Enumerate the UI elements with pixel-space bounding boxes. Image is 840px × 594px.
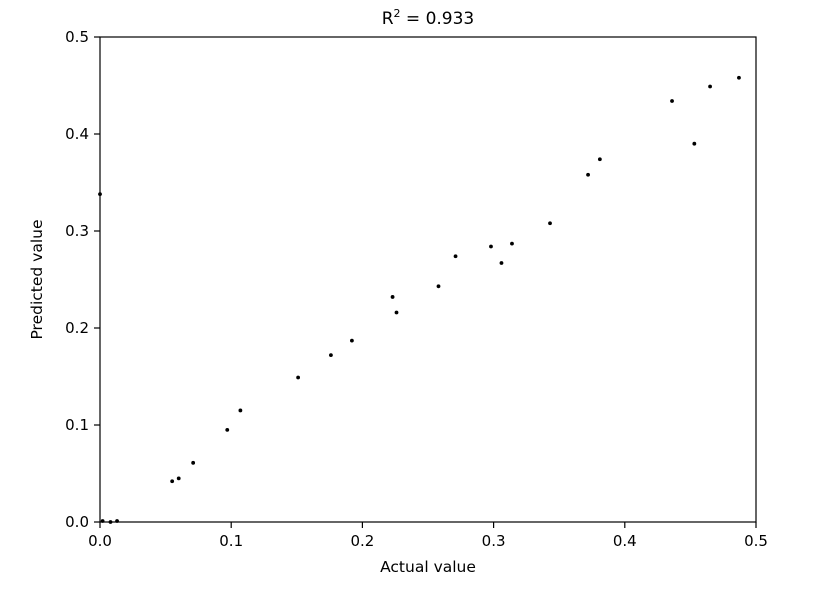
axes-spines	[99, 36, 757, 523]
x-axis-label: Actual value	[380, 558, 476, 576]
chart-title: R2 = 0.933	[382, 7, 475, 29]
x-tick-label: 0.1	[219, 532, 243, 550]
data-point	[548, 221, 552, 226]
data-point	[489, 244, 493, 249]
y-tick-label: 0.0	[65, 513, 89, 531]
data-point	[176, 476, 181, 481]
data-point	[238, 408, 243, 413]
data-point	[597, 157, 602, 162]
data-point	[225, 427, 230, 432]
data-point	[436, 284, 441, 289]
data-points-group	[98, 75, 741, 524]
data-point	[350, 338, 354, 343]
y-tick-label: 0.2	[65, 319, 89, 337]
x-tick-label: 0.2	[350, 532, 374, 550]
x-tick-label: 0.4	[613, 532, 637, 550]
data-point	[394, 310, 399, 315]
data-point	[329, 353, 333, 358]
y-tick-label: 0.1	[65, 416, 89, 434]
x-tick-label: 0.3	[482, 532, 506, 550]
data-point	[191, 460, 196, 465]
x-tick-label: 0.5	[744, 532, 768, 550]
data-point	[390, 295, 395, 299]
data-point	[708, 84, 712, 89]
data-point	[115, 519, 119, 523]
data-point	[499, 261, 504, 265]
data-point	[737, 75, 741, 80]
y-axis-label: Predicted value	[28, 219, 46, 339]
x-tick-label: 0.0	[88, 532, 112, 550]
data-point	[510, 241, 514, 246]
data-point	[108, 520, 113, 524]
y-tick-label: 0.3	[65, 222, 89, 240]
data-point	[586, 172, 590, 177]
data-point	[670, 99, 674, 103]
data-point	[100, 519, 105, 523]
data-point	[98, 192, 102, 197]
data-point	[692, 141, 697, 146]
y-tick-label: 0.5	[65, 28, 89, 46]
data-point	[453, 254, 458, 259]
y-tick-label: 0.4	[65, 125, 89, 143]
data-point	[296, 375, 301, 380]
data-point	[170, 479, 175, 484]
